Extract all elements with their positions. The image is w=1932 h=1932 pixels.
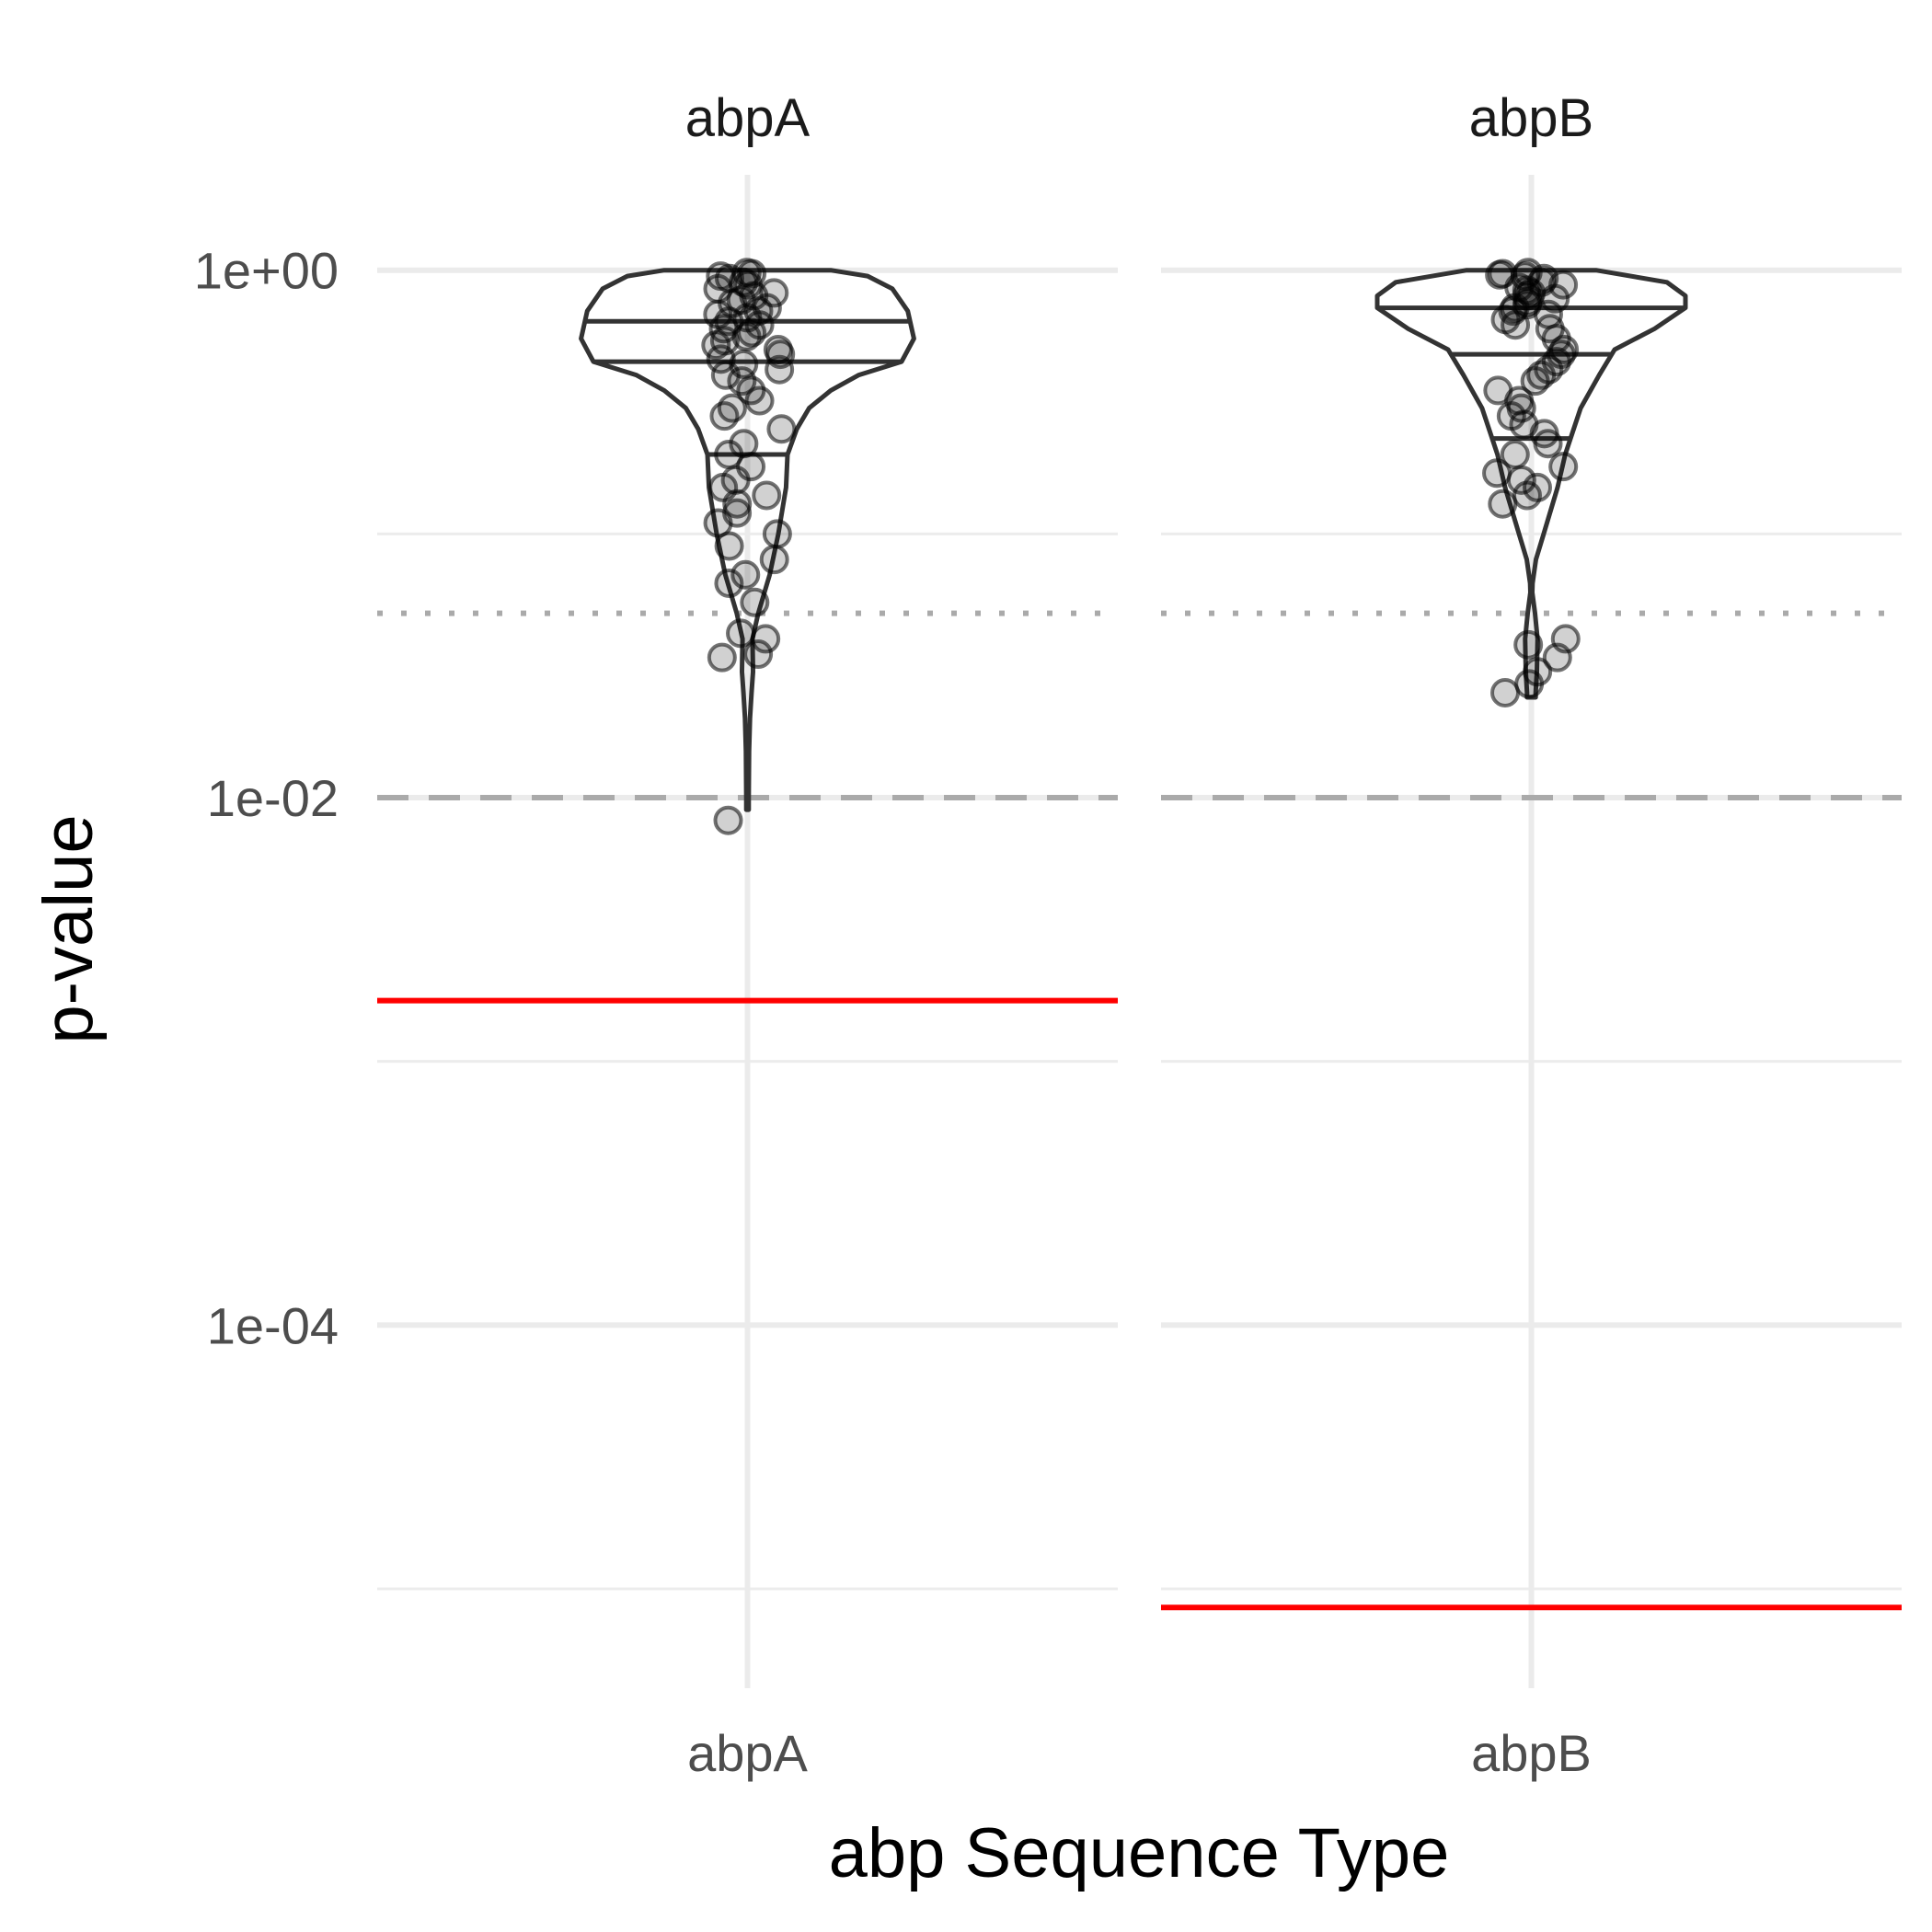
data-point <box>1542 642 1572 673</box>
data-point <box>1514 669 1545 699</box>
data-point <box>1501 310 1531 340</box>
x-tick-label: abpA <box>687 1724 808 1782</box>
data-point <box>1506 465 1536 495</box>
facet-strip-label: abpB <box>1469 88 1593 148</box>
y-tick-label: 1e-02 <box>207 769 339 827</box>
data-point <box>706 344 736 374</box>
data-point <box>751 624 781 654</box>
x-axis-title: abp Sequence Type <box>829 1814 1450 1892</box>
data-point <box>707 642 737 673</box>
data-point <box>1512 480 1543 511</box>
data-point <box>1520 366 1550 397</box>
data-point <box>710 360 741 390</box>
data-point <box>1513 629 1544 660</box>
facet-strip-label: abpA <box>685 88 811 148</box>
y-tick-label: 1e+00 <box>194 242 339 300</box>
facet-panels: abpA abpA abpB abpB <box>377 88 1902 1782</box>
data-point <box>766 414 797 444</box>
data-point <box>714 568 744 598</box>
y-axis-title: p-value <box>29 814 108 1043</box>
data-point <box>743 639 774 670</box>
y-tick-labels: 1e+00 1e-02 1e-04 <box>194 242 339 1355</box>
data-point <box>1490 677 1521 707</box>
data-point <box>722 489 753 519</box>
data-point <box>1533 429 1563 459</box>
data-point <box>709 401 740 431</box>
data-point <box>759 545 789 575</box>
data-point <box>1482 458 1512 489</box>
data-point <box>744 385 775 416</box>
data-point <box>714 531 744 561</box>
data-point <box>713 805 743 835</box>
data-point <box>731 321 762 351</box>
data-point <box>703 508 733 538</box>
data-point <box>762 519 792 549</box>
facet-panel-abpA: abpA abpA <box>377 88 1118 1782</box>
data-point <box>765 354 795 385</box>
data-point <box>1548 452 1579 482</box>
data-point <box>1488 489 1518 519</box>
data-point <box>740 587 770 617</box>
facet-panel-abpB: abpB abpB <box>1161 88 1902 1782</box>
y-tick-label: 1e-04 <box>207 1296 339 1354</box>
violin-outline <box>579 268 916 812</box>
data-point <box>730 559 761 590</box>
x-tick-label: abpB <box>1471 1724 1592 1782</box>
data-point <box>752 480 782 511</box>
